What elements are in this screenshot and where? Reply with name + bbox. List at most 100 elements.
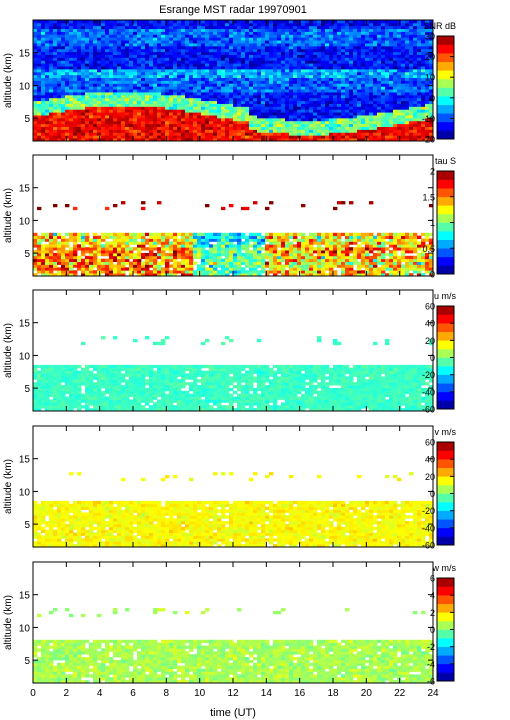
heatmap-cell — [137, 48, 142, 53]
heatmap-cell — [117, 94, 122, 99]
heatmap-cell — [273, 106, 278, 110]
heatmap-cell — [389, 40, 394, 44]
heatmap-cell — [205, 112, 210, 116]
heatmap-cell — [85, 43, 90, 47]
heatmap-cell — [321, 86, 326, 90]
heatmap-cell — [265, 112, 270, 116]
heatmap-cell — [45, 57, 50, 61]
heatmap-cell — [61, 63, 66, 67]
heatmap-cell — [137, 100, 142, 104]
heatmap-cell — [417, 71, 422, 76]
heatmap-cell — [389, 43, 394, 47]
heatmap-cell — [261, 103, 266, 107]
heatmap-cell — [141, 255, 146, 260]
heatmap-cell — [141, 201, 146, 205]
heatmap-cell — [61, 252, 66, 257]
heatmap-cell — [205, 250, 210, 254]
heatmap-cell — [109, 37, 114, 41]
heatmap-cell — [189, 135, 194, 139]
heatmap-cell — [245, 123, 250, 127]
heatmap-cell — [185, 244, 190, 248]
heatmap-cell — [165, 20, 170, 24]
heatmap-cell — [425, 100, 430, 104]
heatmap-cell — [389, 109, 394, 113]
heatmap-cell — [205, 106, 210, 110]
heatmap-cell — [65, 68, 70, 73]
heatmap-cell — [105, 77, 110, 81]
heatmap-cell — [117, 123, 122, 127]
heatmap-cell — [69, 267, 74, 271]
heatmap-cell — [257, 20, 262, 24]
heatmap-cell — [341, 40, 346, 44]
heatmap-cell — [169, 106, 174, 110]
heatmap-cell — [365, 28, 370, 32]
heatmap-cell — [269, 63, 274, 67]
heatmap-cell — [73, 86, 78, 90]
heatmap-cell — [401, 86, 406, 90]
heatmap-cell — [357, 115, 362, 119]
heatmap-cell — [81, 247, 86, 251]
heatmap-cell — [293, 109, 298, 113]
heatmap-cell — [373, 60, 378, 64]
heatmap-cell — [97, 123, 102, 127]
heatmap-cell — [381, 71, 386, 76]
heatmap-cell — [417, 120, 422, 125]
heatmap-cell — [45, 37, 50, 41]
heatmap-cell — [53, 123, 58, 127]
heatmap-cell — [397, 80, 402, 84]
heatmap-cell — [65, 63, 70, 67]
heatmap-cell — [177, 241, 182, 245]
heatmap-cell — [53, 235, 58, 239]
heatmap-cell — [77, 77, 82, 81]
heatmap-cell — [213, 48, 218, 53]
heatmap-cell — [289, 92, 294, 96]
heatmap-cell — [257, 135, 262, 139]
heatmap-cell — [421, 51, 426, 55]
heatmap-cell — [189, 123, 194, 127]
heatmap-cell — [285, 135, 290, 139]
heatmap-cell — [237, 120, 242, 125]
heatmap-cell — [113, 40, 118, 44]
heatmap-cell — [129, 48, 134, 53]
heatmap-cell — [305, 71, 310, 76]
heatmap-cell — [105, 97, 110, 102]
heatmap-cell — [61, 264, 66, 268]
heatmap-cell — [41, 25, 46, 30]
heatmap-cell — [417, 126, 422, 130]
heatmap-cell — [341, 31, 346, 35]
heatmap-cell — [421, 86, 426, 90]
heatmap-cell — [97, 132, 102, 136]
heatmap-cell — [173, 247, 178, 251]
heatmap-cell — [129, 60, 134, 64]
heatmap-cell — [101, 94, 106, 99]
heatmap-cell — [113, 135, 118, 139]
heatmap-cell — [169, 112, 174, 116]
heatmap-cell — [113, 247, 118, 251]
heatmap-cell — [253, 63, 258, 67]
heatmap-cell — [137, 77, 142, 81]
heatmap-cell — [109, 92, 114, 96]
heatmap-cell — [97, 97, 102, 102]
heatmap-cell — [145, 40, 150, 44]
heatmap-cell — [237, 97, 242, 102]
heatmap-cell — [197, 120, 202, 125]
heatmap-cell — [101, 66, 106, 70]
heatmap-cell — [205, 255, 210, 260]
heatmap-cell — [133, 252, 138, 257]
heatmap-cell — [245, 28, 250, 32]
heatmap-cell — [73, 247, 78, 251]
heatmap-cell — [57, 77, 62, 81]
heatmap-cell — [121, 273, 126, 277]
heatmap-cell — [181, 264, 186, 268]
heatmap-cell — [213, 129, 218, 133]
heatmap-cell — [409, 129, 414, 133]
heatmap-cell — [405, 109, 410, 113]
heatmap-cell — [213, 80, 218, 84]
heatmap-cell — [277, 115, 282, 119]
heatmap-cell — [393, 68, 398, 73]
heatmap-cell — [421, 20, 426, 24]
heatmap-cell — [133, 63, 138, 67]
heatmap-cell — [149, 135, 154, 139]
heatmap-cell — [349, 51, 354, 55]
heatmap-cell — [173, 92, 178, 96]
